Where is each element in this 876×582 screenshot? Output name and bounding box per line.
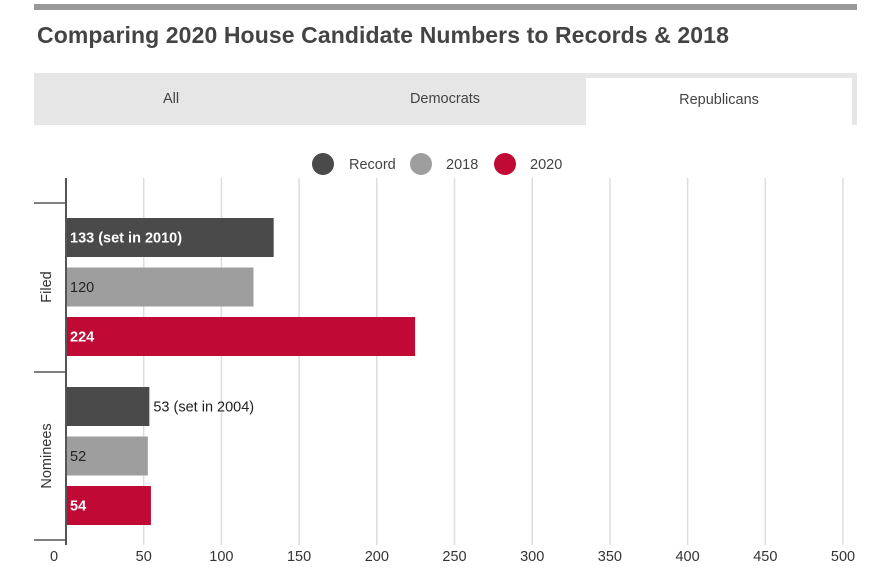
bar-filed-record	[67, 218, 274, 257]
legend-swatch-record	[312, 153, 334, 175]
x-tick-label-250: 250	[442, 549, 466, 565]
top-rule	[34, 4, 857, 10]
bar-nominees-2018	[67, 436, 148, 476]
data-label-filed-2020: 224	[70, 330, 94, 346]
bar-filed-2020	[67, 317, 416, 356]
data-label-filed-2018: 120	[70, 280, 94, 296]
x-tick-label-350: 350	[598, 549, 622, 565]
x-tick-label-0: 0	[50, 549, 58, 565]
x-tick-label-500: 500	[831, 549, 855, 565]
category-label-nominees: Nominees	[39, 423, 55, 488]
bar-chart: Record 2018 2020 0 50 100 150 200 250 300 350 400 45…	[34, 153, 855, 565]
x-tick-label-100: 100	[209, 549, 233, 565]
x-tick-label-50: 50	[136, 549, 152, 565]
x-tick-label-400: 400	[675, 549, 699, 565]
bar-filed-2018	[67, 267, 254, 307]
chart-title: Comparing 2020 House Candidate Numbers t…	[37, 22, 729, 48]
x-tick-label-300: 300	[520, 549, 544, 565]
bar-nominees-record	[67, 387, 150, 426]
data-label-nominees-2018: 52	[70, 449, 86, 465]
x-tick-label-150: 150	[287, 549, 311, 565]
data-label-nominees-2020: 54	[70, 499, 86, 515]
legend-label-2018: 2018	[446, 157, 478, 173]
tab-bar: All Democrats Republicans	[34, 73, 857, 125]
tab-republicans[interactable]: Republicans	[586, 78, 852, 125]
tab-democrats[interactable]: Democrats	[409, 91, 481, 107]
tab-all[interactable]: All	[162, 91, 180, 107]
legend-label-record: Record	[349, 157, 396, 173]
bar-nominees-2020	[67, 486, 151, 525]
x-tick-label-200: 200	[365, 549, 389, 565]
x-tick-label-450: 450	[753, 549, 777, 565]
legend-swatch-2018	[410, 153, 432, 175]
legend-label-2020: 2020	[530, 157, 562, 173]
category-label-filed: Filed	[39, 271, 55, 302]
data-label-filed-record: 133 (set in 2010)	[70, 231, 182, 247]
data-label-nominees-record: 53 (set in 2004)	[153, 400, 254, 416]
legend-swatch-2020	[494, 153, 516, 175]
